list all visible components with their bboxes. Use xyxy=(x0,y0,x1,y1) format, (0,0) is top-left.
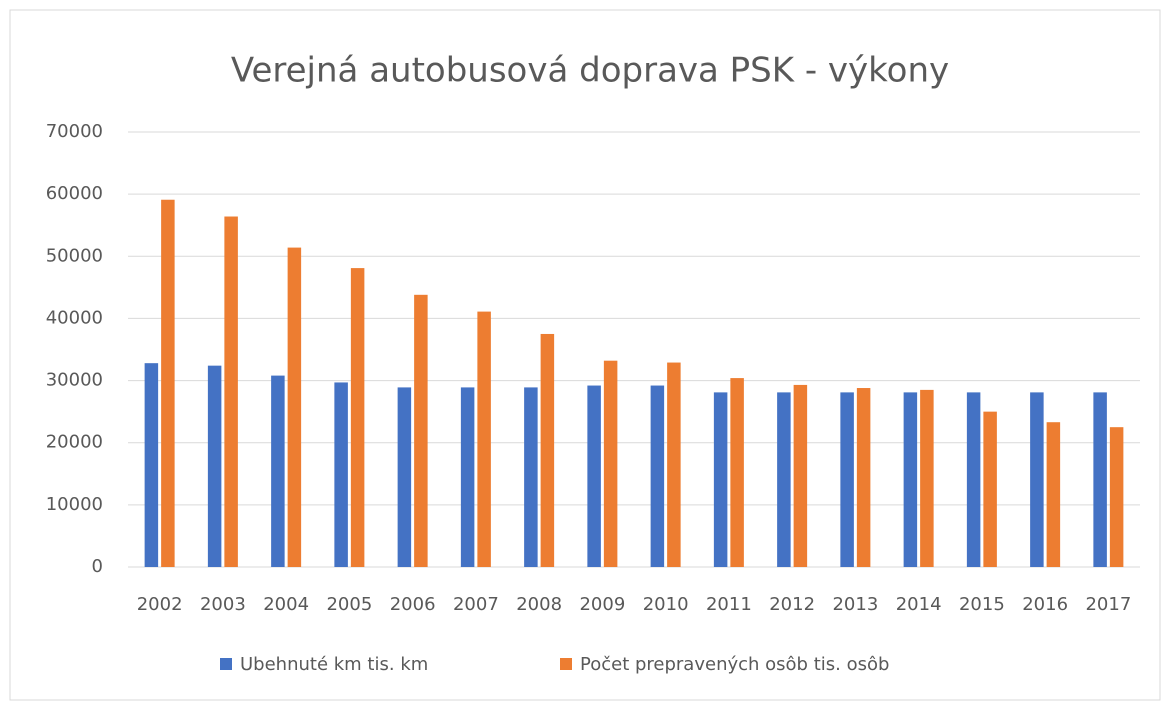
legend-label: Ubehnuté km tis. km xyxy=(240,654,428,675)
bar xyxy=(287,247,302,568)
bar xyxy=(460,387,475,567)
x-tick-label: 2005 xyxy=(326,594,372,615)
bar xyxy=(144,363,159,567)
y-tick-label: 0 xyxy=(92,556,103,577)
bar xyxy=(983,411,997,567)
bar xyxy=(840,392,854,567)
chart-title: Verejná autobusová doprava PSK - výkony xyxy=(231,51,949,91)
bar xyxy=(1046,422,1061,567)
bar xyxy=(524,387,538,567)
bar xyxy=(1093,392,1107,567)
x-tick-label: 2016 xyxy=(1022,594,1068,615)
bar xyxy=(856,388,871,567)
x-tick-label: 2015 xyxy=(959,594,1005,615)
y-tick-label: 70000 xyxy=(46,121,103,142)
legend-swatch xyxy=(560,658,572,670)
x-tick-label: 2008 xyxy=(516,594,562,615)
x-tick-label: 2017 xyxy=(1085,594,1131,615)
x-tick-label: 2007 xyxy=(453,594,499,615)
bar xyxy=(730,378,744,567)
x-tick-label: 2006 xyxy=(390,594,436,615)
x-tick-label: 2013 xyxy=(832,594,878,615)
bar xyxy=(1030,392,1044,567)
bar xyxy=(207,365,222,567)
x-tick-label: 2003 xyxy=(200,594,246,615)
y-tick-label: 50000 xyxy=(46,245,103,266)
bar xyxy=(603,360,618,567)
bar xyxy=(477,311,491,567)
legend-swatch xyxy=(220,658,232,670)
bar xyxy=(271,375,285,567)
bar xyxy=(650,385,665,567)
bar xyxy=(350,268,365,567)
x-tick-label: 2014 xyxy=(896,594,942,615)
x-tick-label: 2004 xyxy=(263,594,309,615)
bar xyxy=(793,384,808,567)
bar xyxy=(920,389,934,567)
bar xyxy=(161,199,175,567)
legend-label: Počet prepravených osôb tis. osôb xyxy=(580,654,889,675)
bar xyxy=(1109,427,1124,567)
bar xyxy=(334,382,348,567)
y-tick-label: 60000 xyxy=(46,183,103,204)
bar xyxy=(777,392,791,567)
bar xyxy=(540,333,555,567)
bar xyxy=(397,387,412,567)
x-tick-label: 2009 xyxy=(579,594,625,615)
bar xyxy=(903,392,918,567)
bar xyxy=(966,392,981,567)
bar xyxy=(713,392,728,567)
bar xyxy=(414,294,428,567)
bar xyxy=(587,385,601,567)
x-tick-label: 2012 xyxy=(769,594,815,615)
bar xyxy=(224,216,238,567)
x-tick-label: 2011 xyxy=(706,594,752,615)
chart-frame xyxy=(9,9,1161,701)
y-tick-label: 10000 xyxy=(46,494,103,515)
x-tick-label: 2002 xyxy=(137,594,183,615)
y-tick-label: 20000 xyxy=(46,432,103,453)
y-tick-label: 40000 xyxy=(46,307,103,328)
bar xyxy=(667,362,681,567)
x-tick-label: 2010 xyxy=(643,594,689,615)
y-tick-label: 30000 xyxy=(46,370,103,391)
